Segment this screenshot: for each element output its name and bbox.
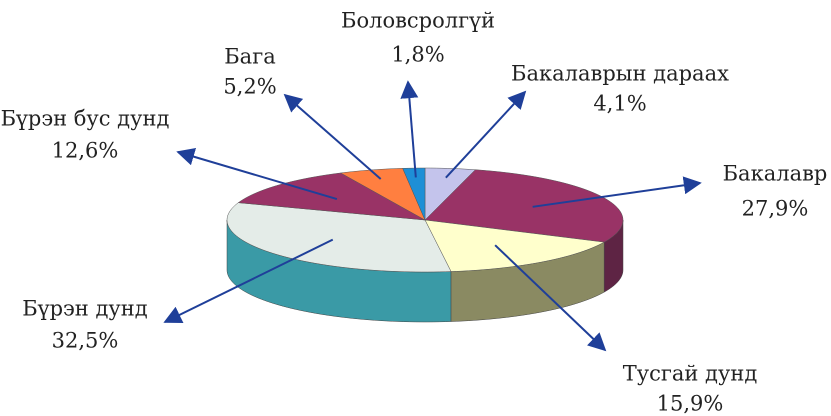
value-label: 12,6% [52, 139, 119, 163]
leader-arrow [532, 176, 702, 208]
slice [402, 167, 426, 221]
value-label: 32,5% [52, 329, 119, 353]
category-label: Бүрэн дунд [22, 297, 147, 321]
leader-arrow [400, 80, 419, 178]
category-label: Бакалаврын дараах [511, 62, 729, 86]
category-label: Бага [224, 45, 275, 69]
leader-arrow [494, 244, 607, 352]
annotations: Бакалаврын дараах 4,1% Бакалавр 27,9% Тусгай… [1, 9, 828, 416]
category-label: Бүрэн бус дунд [1, 107, 170, 131]
category-label: Бакалавр [723, 162, 828, 186]
slice [424, 169, 624, 243]
leader-arrow [163, 238, 334, 323]
leader-arrow [445, 90, 527, 179]
slice [424, 219, 605, 272]
value-label: 27,9% [742, 197, 809, 221]
leader-arrow [176, 147, 338, 201]
pie-tops [226, 167, 624, 273]
slice [424, 167, 477, 221]
category-label: Тусгай дунд [623, 362, 758, 386]
value-label: 15,9% [657, 392, 724, 416]
value-label: 4,1% [593, 92, 646, 116]
leader-arrow [283, 93, 382, 180]
value-label: 1,8% [391, 43, 444, 67]
slice [226, 202, 452, 273]
category-label: Боловсролгүй [341, 9, 495, 33]
pie-sides [226, 219, 624, 323]
value-label: 5,2% [223, 75, 276, 99]
